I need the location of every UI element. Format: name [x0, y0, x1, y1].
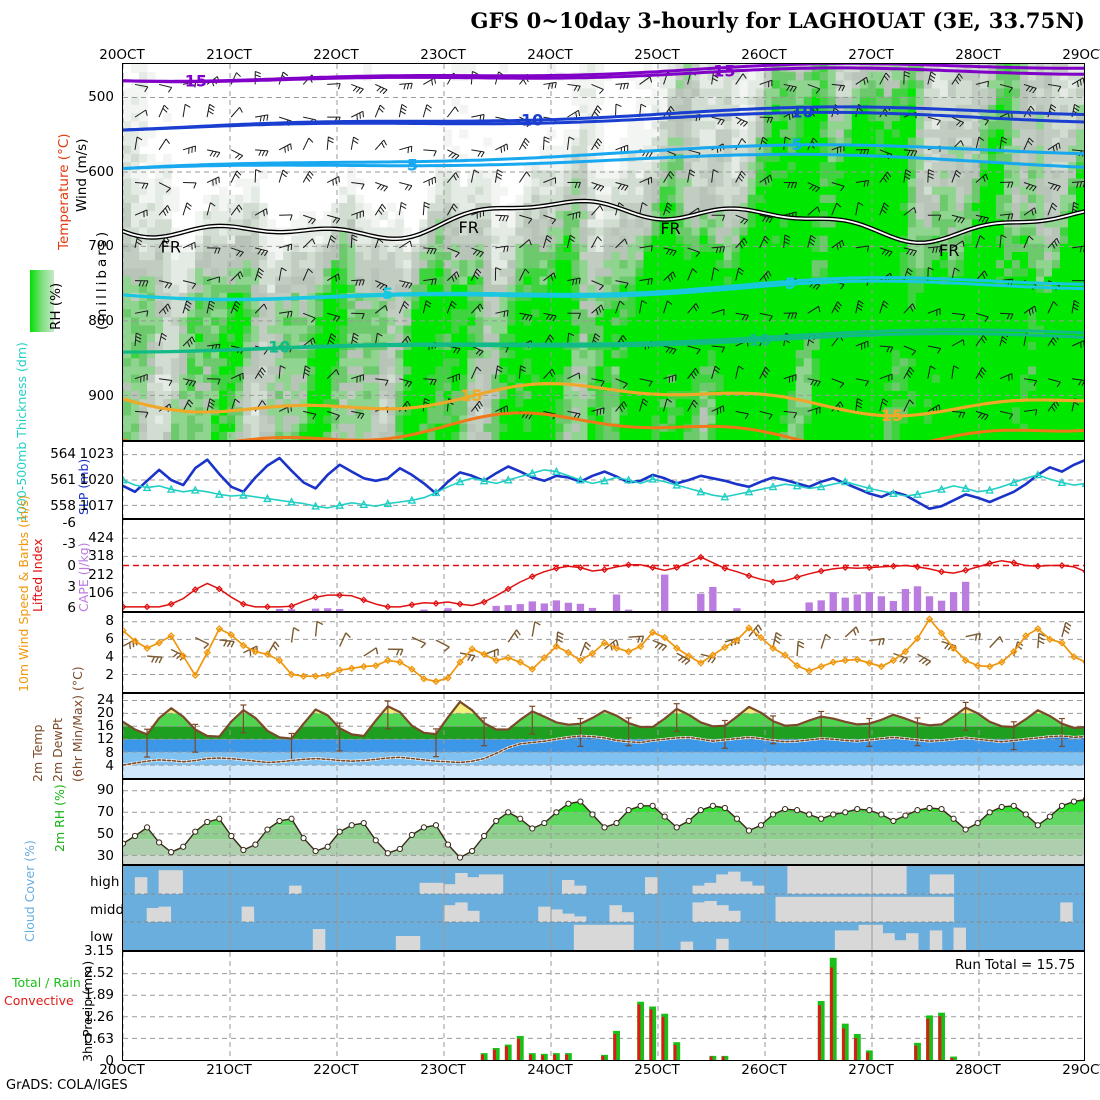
date-label: 29OCT — [1062, 47, 1100, 63]
date-label: 28OCT — [955, 1062, 1001, 1078]
date-label: 25OCT — [634, 1062, 680, 1078]
panel-precip — [122, 951, 1085, 1061]
axis-tick-label: 318 — [88, 548, 114, 565]
axis-tick-label: 3.15 — [83, 943, 114, 959]
date-label: 20OCT — [99, 47, 145, 63]
axis-tick-label: 2.52 — [83, 965, 114, 981]
axis-label-2m-rh: 2m RH (%) — [52, 784, 67, 852]
page-title: GFS 0~10day 3-hourly for LAGHOUAT (3E, 3… — [470, 8, 1085, 33]
axis-tick-label: 561 — [50, 472, 76, 488]
date-label: 26OCT — [741, 1062, 787, 1078]
axis-tick-label: 8 — [105, 613, 114, 629]
axis-tick-label: 558 — [50, 498, 76, 514]
axis-tick-label: 16 — [96, 718, 114, 735]
axis-label-temperature: Temperature (°C) — [56, 133, 72, 250]
date-label: 23OCT — [420, 47, 466, 63]
date-label: 21OCT — [206, 1062, 252, 1078]
axis-tick-label: 1023 — [79, 446, 114, 462]
axis-tick-label: 2 — [105, 667, 114, 683]
axis-tick-label: 4 — [105, 649, 114, 665]
panel-temp-dewpt — [122, 693, 1085, 779]
axis-tick-label: 1.26 — [83, 1009, 114, 1025]
axis-tick-label: -6 — [62, 515, 76, 532]
axis-tick-label: 8 — [105, 744, 114, 761]
axis-label-2m-dewpt: 2m DewPt — [50, 717, 65, 782]
axis-tick-label: 0 — [105, 1053, 114, 1069]
axis-label-precip-total: Total / Rain — [12, 975, 81, 990]
date-label: 21OCT — [206, 47, 252, 63]
axis-tick-label: 0.63 — [83, 1031, 114, 1047]
panel-cape-lifted-index — [122, 519, 1085, 612]
axis-label-lifted-index: Lifted Index — [30, 538, 45, 612]
credit-label: GrADS: COLA/IGES — [6, 1078, 128, 1093]
axis-tick-label: 6 — [105, 631, 114, 647]
date-label: 27OCT — [848, 1062, 894, 1078]
rh-legend-swatch — [30, 270, 54, 332]
axis-tick-label: 1017 — [79, 498, 114, 514]
axis-tick-label: 3 — [67, 578, 76, 595]
axis-tick-label: 700 — [88, 238, 114, 255]
panel-cloud-cover — [122, 865, 1085, 951]
axis-tick-label: 30 — [96, 848, 114, 865]
date-label: 28OCT — [955, 47, 1001, 63]
axis-tick-label: 70 — [96, 804, 114, 821]
axis-label-minmax: (6hr Min/Max) (°C) — [70, 666, 85, 782]
date-label: 24OCT — [527, 47, 573, 63]
panel-2m-rh — [122, 779, 1085, 865]
date-label: 24OCT — [527, 1062, 573, 1078]
date-label: 23OCT — [420, 1062, 466, 1078]
axis-tick-label: 212 — [88, 566, 114, 583]
panel-upper-air: -15 -15 -10 -10 -5 -5 5 5 10 10 15 15 FR FR FR FR — [122, 63, 1085, 441]
date-label: 20OCT — [99, 1062, 145, 1078]
date-label: 29OCT — [1062, 1062, 1100, 1078]
axis-tick-label: 564 — [50, 446, 76, 462]
axis-label-2m-temp: 2m Temp — [30, 724, 45, 782]
axis-tick-label: 24 — [96, 691, 114, 708]
axis-tick-label: 1.89 — [83, 987, 114, 1003]
panel-10m-wind — [122, 612, 1085, 693]
axis-tick-label: -3 — [62, 536, 76, 553]
date-label: 25OCT — [634, 47, 680, 63]
date-label: 26OCT — [741, 47, 787, 63]
axis-label-10m-wind: 10m Wind Speed & Barbs (m/s) — [16, 495, 31, 692]
axis-tick-label: 424 — [88, 529, 114, 546]
axis-tick-label: 12 — [96, 731, 114, 748]
axis-tick-label: 500 — [88, 88, 114, 105]
axis-tick-label: 4 — [105, 757, 114, 774]
date-label: 22OCT — [313, 1062, 359, 1078]
axis-tick-label: 106 — [88, 585, 114, 602]
axis-tick-label: 600 — [88, 163, 114, 180]
axis-tick-label: 0 — [67, 557, 76, 574]
run-total-label: Run Total = 15.75 — [955, 957, 1076, 973]
axis-label-rh: RH (%) — [48, 282, 64, 330]
date-label: 27OCT — [848, 47, 894, 63]
axis-tick-label: 1020 — [79, 472, 114, 488]
date-label: 22OCT — [313, 47, 359, 63]
panel-slp-thickness — [122, 441, 1085, 519]
axis-tick-label: 90 — [96, 782, 114, 799]
axis-label-cloud-cover: Cloud Cover (%) — [22, 840, 37, 942]
axis-tick-label: 6 — [67, 599, 76, 616]
axis-tick-label: 50 — [96, 826, 114, 843]
axis-tick-label: 20 — [96, 704, 114, 721]
axis-tick-label: 900 — [88, 388, 114, 405]
axis-label-precip-convective: Convective — [4, 993, 74, 1008]
axis-tick-label: 800 — [88, 313, 114, 330]
